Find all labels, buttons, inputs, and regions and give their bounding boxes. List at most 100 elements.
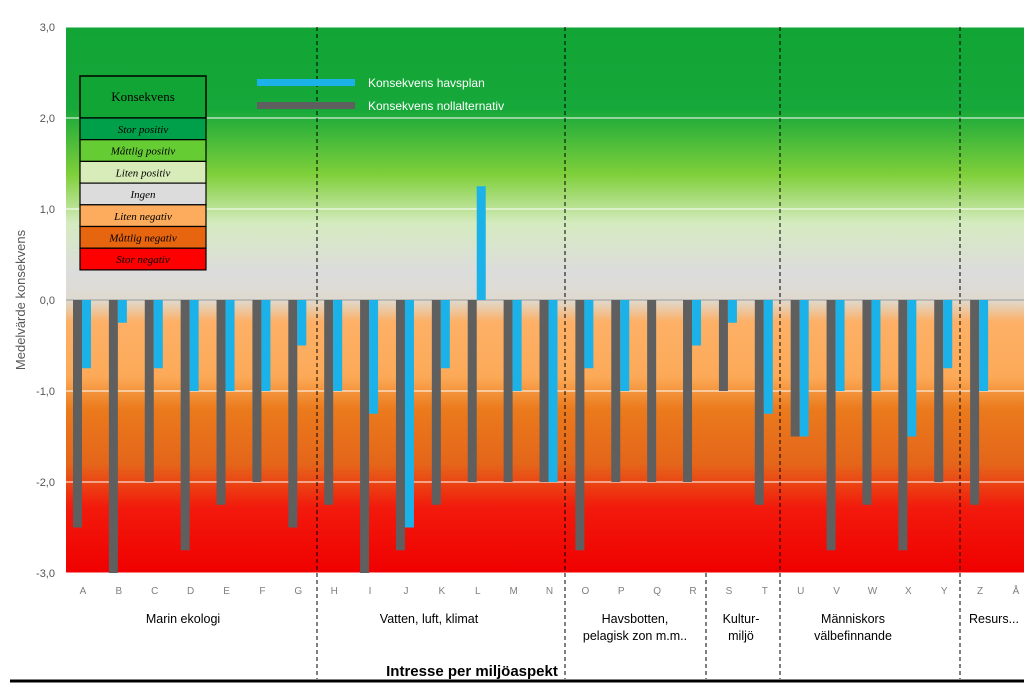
bar-nollalternativ — [503, 300, 513, 482]
bar-nollalternativ — [180, 300, 190, 551]
y-tick-label: 1,0 — [40, 204, 55, 216]
bar-havsplan — [943, 300, 953, 369]
category-label: A — [80, 586, 87, 597]
bar-havsplan — [979, 300, 989, 391]
category-label: V — [833, 586, 840, 597]
bar-nollalternativ — [73, 300, 82, 528]
bar-nollalternativ — [575, 300, 585, 551]
key-row-swatch — [79, 247, 207, 271]
bar-nollalternativ — [754, 300, 764, 505]
y-tick-label: -1,0 — [36, 386, 55, 398]
legend-swatch-nollalternativ — [257, 102, 355, 109]
bar-havsplan — [692, 300, 702, 346]
category-label: X — [905, 586, 912, 597]
category-label: S — [726, 586, 733, 597]
bar-nollalternativ — [826, 300, 836, 551]
category-label: N — [546, 586, 553, 597]
y-axis-title: Medelvärde konsekvens — [13, 229, 28, 370]
key-title-box — [79, 75, 207, 119]
group-label: Vatten, luft, klimat — [380, 612, 479, 626]
y-tick-label: -2,0 — [36, 477, 55, 489]
key-row-label: Liten positiv — [115, 167, 171, 179]
category-label: O — [581, 586, 589, 597]
bar-havsplan — [189, 300, 199, 391]
group-label: välbefinnande — [814, 629, 892, 643]
category-label: L — [475, 586, 481, 597]
category-label: U — [797, 586, 804, 597]
y-tick-label: -3,0 — [36, 568, 55, 580]
bar-havsplan — [297, 300, 307, 346]
bar-nollalternativ — [431, 300, 441, 505]
key-row-label: Ingen — [129, 189, 156, 201]
bar-nollalternativ — [970, 300, 980, 505]
category-label: T — [762, 586, 768, 597]
bar-havsplan — [404, 300, 414, 528]
bar-havsplan — [548, 300, 558, 482]
bar-havsplan — [153, 300, 163, 369]
group-label: Havsbotten, — [602, 612, 669, 626]
y-tick-label: 0,0 — [40, 295, 55, 307]
y-tick-label: 2,0 — [40, 113, 55, 125]
group-labels: Marin ekologi Vatten, luft, klimat Havsbot… — [146, 612, 1019, 643]
category-label: K — [439, 586, 446, 597]
bar-nollalternativ — [934, 300, 944, 482]
bar-havsplan — [440, 300, 450, 369]
category-label: C — [151, 586, 158, 597]
bar-havsplan — [871, 300, 881, 391]
group-label: Kultur- — [723, 612, 760, 626]
bars — [73, 186, 989, 573]
category-label: I — [369, 586, 372, 597]
legend-swatch-havsplan — [257, 79, 355, 86]
bar-havsplan — [333, 300, 343, 391]
bar-havsplan — [82, 300, 91, 369]
bar-nollalternativ — [647, 300, 657, 482]
bar-havsplan — [369, 300, 379, 414]
bar-nollalternativ — [862, 300, 872, 505]
group-label: pelagisk zon m.m.. — [583, 629, 687, 643]
legend-label-nollalternativ: Konsekvens nollalternativ — [368, 99, 504, 113]
y-tick-label: 3,0 — [40, 22, 55, 34]
bar-havsplan — [620, 300, 630, 391]
legend-label-havsplan: Konsekvens havsplan — [368, 76, 485, 90]
bar-havsplan — [763, 300, 773, 414]
category-label: R — [689, 586, 696, 597]
group-dividers — [316, 27, 961, 679]
key-row-label: Måttlig negativ — [108, 233, 177, 245]
bar-nollalternativ — [611, 300, 621, 482]
bar-nollalternativ — [252, 300, 262, 482]
category-label: M — [509, 586, 517, 597]
y-axis-ticks: 3,0 2,0 1,0 0,0 -1,0 -2,0 -3,0 — [36, 22, 55, 580]
category-label: E — [223, 586, 230, 597]
bar-nollalternativ — [898, 300, 908, 551]
bar-havsplan — [261, 300, 271, 391]
bar-havsplan — [476, 186, 486, 300]
bar-nollalternativ — [467, 300, 477, 482]
bar-havsplan — [512, 300, 522, 391]
bar-nollalternativ — [288, 300, 298, 528]
bar-nollalternativ — [539, 300, 549, 482]
category-label: H — [331, 586, 338, 597]
category-label: D — [187, 586, 194, 597]
category-label: G — [294, 586, 302, 597]
bar-nollalternativ — [395, 300, 405, 551]
bar-nollalternativ — [790, 300, 800, 437]
category-label: Y — [941, 586, 948, 597]
key-row-label: Måttlig positiv — [110, 146, 176, 158]
group-label: Marin ekologi — [146, 612, 220, 626]
group-label: Människors — [821, 612, 885, 626]
category-label: Q — [653, 586, 661, 597]
group-label: miljö — [728, 629, 754, 643]
bar-nollalternativ — [108, 300, 118, 573]
category-label: J — [403, 586, 408, 597]
key-row-label: Stor positiv — [118, 124, 169, 136]
bar-nollalternativ — [360, 300, 370, 573]
bar-nollalternativ — [718, 300, 728, 391]
key-title: Konsekvens — [111, 89, 175, 104]
category-label: F — [259, 586, 265, 597]
bar-havsplan — [727, 300, 737, 323]
bar-havsplan — [799, 300, 809, 437]
consequence-key: Konsekvens Stor positiv Måttlig positiv Li… — [79, 75, 207, 271]
category-label: W — [868, 586, 878, 597]
